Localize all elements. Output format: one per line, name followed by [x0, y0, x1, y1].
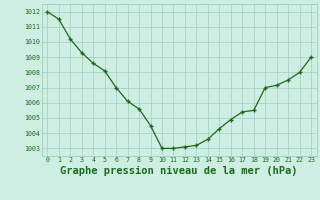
X-axis label: Graphe pression niveau de la mer (hPa): Graphe pression niveau de la mer (hPa) [60, 166, 298, 176]
